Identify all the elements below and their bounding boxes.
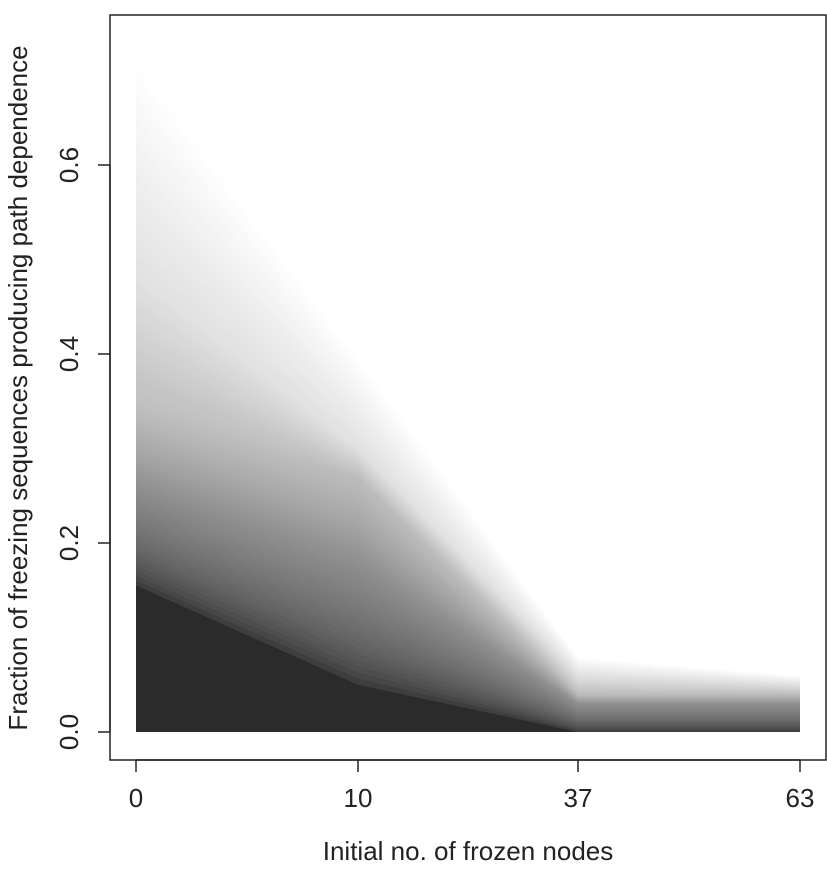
y-axis-label: Fraction of freezing sequences producing… [3, 45, 33, 730]
core-area [136, 585, 800, 732]
x-tick-label: 37 [564, 783, 593, 813]
y-axis: 0.0 0.2 0.4 0.6 [54, 147, 111, 750]
x-axis: 0 10 37 63 [129, 759, 815, 813]
y-tick-label: 0.4 [54, 336, 84, 372]
y-tick-label: 0.2 [54, 525, 84, 561]
x-tick-label: 10 [344, 783, 373, 813]
density-bands [136, 51, 800, 733]
x-tick-label: 63 [786, 783, 815, 813]
x-tick-label: 0 [129, 783, 143, 813]
y-tick-label: 0.0 [54, 714, 84, 750]
y-tick-label: 0.6 [54, 147, 84, 183]
x-axis-label: Initial no. of frozen nodes [323, 836, 614, 866]
